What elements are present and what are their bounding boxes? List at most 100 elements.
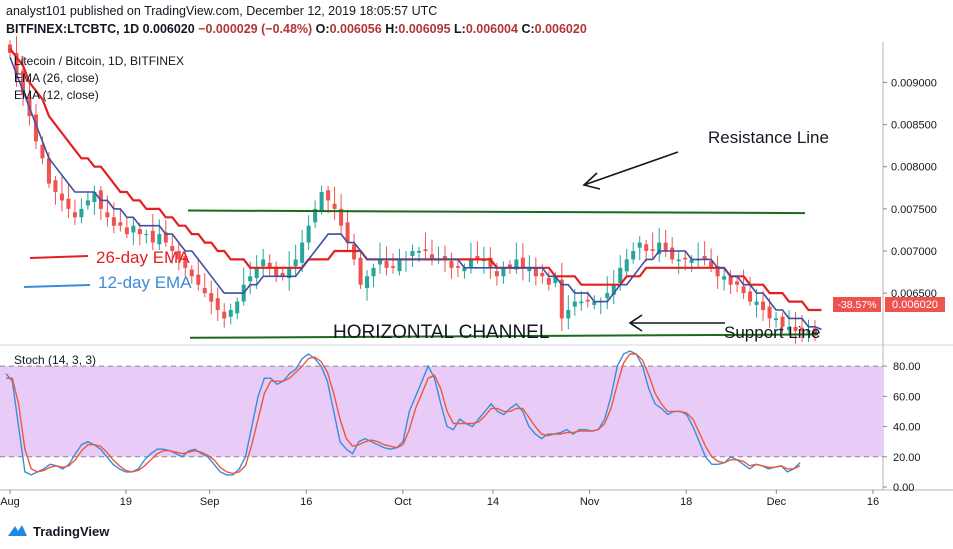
candle: [287, 250, 292, 291]
candle: [371, 263, 376, 288]
resistance-label: Resistance Line: [708, 128, 829, 147]
ema26-legend: EMA (26, close): [14, 71, 99, 85]
open-value: 0.006056: [329, 22, 382, 36]
candle: [728, 269, 733, 294]
price-badge: [885, 297, 945, 312]
price-change: −0.000029 (−0.48%): [198, 22, 313, 36]
symbol-text: BITFINEX:LTCBTC, 1D: [6, 22, 140, 36]
candle: [215, 287, 220, 321]
candle: [72, 199, 77, 225]
stoch-tick: 80.00: [883, 361, 921, 373]
stoch-d-series: [6, 353, 801, 475]
ema12-annotation: 12-day EMA: [98, 273, 192, 292]
x-tick: 16: [300, 490, 312, 508]
stoch-tick: 0.00: [883, 482, 914, 494]
candle: [144, 229, 149, 244]
support-label: Support Line: [724, 323, 820, 342]
pct-badge-text: -38.57%: [837, 299, 876, 311]
candle: [306, 215, 311, 251]
close-value: 0.006020: [534, 22, 587, 36]
svg-text:Dec: Dec: [767, 496, 787, 508]
channel-label: HORIZONTAL CHANNEL: [333, 322, 549, 343]
publisher-text: analyst101 published on TradingView.com,…: [6, 4, 438, 18]
candle: [66, 183, 71, 219]
candle: [267, 254, 272, 276]
candle: [391, 253, 396, 274]
pair-legend: Litecoin / Bitcoin, 1D, BITFINEX: [14, 54, 184, 68]
candle: [579, 291, 584, 311]
support-trendline[interactable]: [189, 333, 819, 339]
tradingview-watermark: TradingView: [6, 522, 109, 540]
x-tick: Aug: [0, 490, 20, 508]
high-label: H:: [385, 22, 399, 36]
candle: [735, 277, 740, 293]
candle: [131, 217, 136, 246]
publisher-line: analyst101 published on TradingView.com,…: [6, 4, 437, 18]
candle: [313, 200, 318, 229]
svg-text:0.00: 0.00: [893, 482, 914, 494]
candle: [793, 312, 798, 344]
ema12-legend: EMA (12, close): [14, 88, 99, 102]
resistance-trendline[interactable]: [187, 209, 806, 215]
candle: [812, 320, 818, 342]
price-tick: 0.009000: [883, 77, 937, 89]
stoch-tick: 60.00: [883, 391, 921, 403]
svg-text:Oct: Oct: [394, 496, 411, 508]
pct-badge: [833, 297, 881, 312]
candle: [319, 185, 324, 215]
candle: [488, 247, 493, 279]
candle: [157, 219, 162, 251]
svg-text:0.008000: 0.008000: [891, 162, 937, 174]
candle: [715, 255, 720, 289]
candle: [53, 175, 58, 205]
candle: [170, 235, 175, 264]
candle: [761, 291, 766, 321]
candle: [59, 176, 64, 212]
svg-text:20.00: 20.00: [893, 452, 921, 464]
candle: [650, 232, 655, 261]
x-tick: Nov: [580, 490, 600, 508]
low-label: L:: [454, 22, 466, 36]
x-tick: 19: [120, 490, 132, 508]
candle: [696, 242, 701, 267]
candle: [300, 229, 305, 273]
candle: [624, 248, 629, 278]
ema26-key-line: [29, 255, 89, 259]
candle: [429, 239, 434, 266]
candle: [468, 242, 473, 274]
ema26-series: [9, 48, 822, 312]
candle: [436, 246, 441, 264]
candle: [767, 298, 772, 328]
svg-text:16: 16: [300, 496, 312, 508]
stoch-tick: 20.00: [883, 452, 921, 464]
candle: [202, 273, 207, 298]
candle: [631, 242, 636, 264]
candle: [365, 269, 370, 301]
ema12-series: [9, 56, 822, 331]
price-tick: 0.007000: [883, 246, 937, 258]
candle: [183, 249, 188, 278]
candle: [241, 267, 246, 306]
candle: [228, 303, 233, 325]
candle: [352, 233, 357, 266]
candle: [98, 186, 103, 220]
svg-text:40.00: 40.00: [893, 422, 921, 434]
candle: [150, 213, 155, 251]
candle: [676, 250, 681, 274]
x-tick: 16: [867, 490, 879, 508]
candle: [124, 216, 129, 239]
svg-text:16: 16: [867, 496, 879, 508]
candle: [644, 240, 649, 262]
svg-text:14: 14: [487, 496, 499, 508]
candle: [806, 319, 811, 342]
candle: [14, 36, 19, 87]
x-tick: 14: [487, 490, 499, 508]
candle: [397, 248, 402, 276]
candle: [378, 242, 383, 274]
candle: [566, 295, 571, 330]
candle: [293, 244, 298, 278]
last-price: 0.006020: [142, 22, 195, 36]
ohlc-line: BITFINEX:LTCBTC, 1D 0.006020 −0.000029 (…: [6, 22, 587, 36]
svg-text:Sep: Sep: [200, 496, 220, 508]
